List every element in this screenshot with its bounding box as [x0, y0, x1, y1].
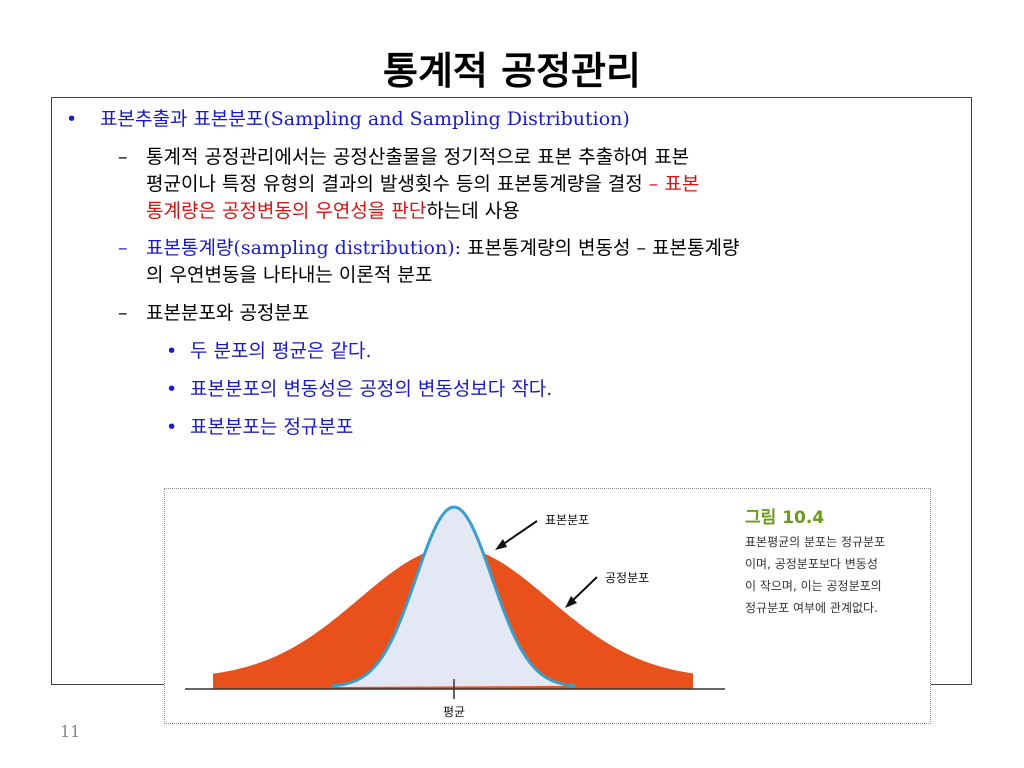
distribution-diagram [185, 505, 725, 699]
mean-label: 평균 [443, 705, 466, 719]
dash-marker: – [118, 146, 128, 168]
dash1-line3: 통계량은 공정변동의 우연성을 판단하는데 사용 [146, 198, 520, 224]
figure-caption-line: 정규분포 여부에 관계없다. [745, 601, 878, 615]
dash2-line2: 의 우연변동을 나타내는 이론적 분포 [146, 264, 433, 286]
figure-caption-line: 표본평균의 분포는 정규분포 [745, 535, 886, 549]
dash2-line1-blue: 표본통계량(sampling distribution): [146, 237, 462, 259]
sub-bullet-text: 표본분포의 변동성은 공정의 변동성보다 작다. [190, 378, 553, 400]
process-distribution-label: 공정분포 [605, 571, 650, 585]
sub-bullet-text: 표본분포는 정규분포 [190, 416, 354, 438]
sampling-distribution-curve [331, 505, 576, 688]
dash1-line1: 통계적 공정관리에서는 공정산출물을 정기적으로 표본 추출하여 표본 [146, 146, 690, 168]
figure-caption-line: 이 작으며, 이는 공정분포의 [745, 579, 882, 593]
dash1-line3-red: 통계량은 공정변동의 우연성을 판단 [146, 200, 427, 222]
sub-bullet-text: 두 분포의 평균은 같다. [190, 340, 372, 362]
dash1-line2-black: 평균이나 특정 유형의 결과의 발생횟수 등의 표본통계량을 결정 [146, 173, 649, 195]
process-arrowhead [565, 596, 577, 608]
dash1-line2-red: – 표본 [648, 173, 700, 195]
dash1-line3-black: 하는데 사용 [426, 200, 520, 222]
sub-bullet-marker: • [166, 340, 178, 362]
process-arrow [569, 576, 598, 604]
figure-caption-title: 그림 10.4 [745, 508, 825, 528]
sub-bullet-marker: • [166, 378, 178, 400]
dash1-line2: 평균이나 특정 유형의 결과의 발생횟수 등의 표본통계량을 결정 – 표본 [146, 171, 699, 197]
slide-title: 통계적 공정관리 [383, 48, 641, 93]
sampling-distribution-label: 표본분포 [545, 513, 590, 527]
dash3-text: 표본분포와 공정분포 [146, 302, 310, 324]
dash2-line1-black: 표본통계량의 변동성 – 표본통계량 [461, 237, 740, 259]
sub-bullet-marker: • [166, 416, 178, 438]
bullet-marker: • [66, 108, 78, 130]
dash-marker: – [118, 237, 128, 259]
sampling-arrow [498, 520, 538, 548]
bullet-heading: 표본추출과 표본분포(Sampling and Sampling Distrib… [100, 108, 630, 130]
dash-marker: – [118, 302, 128, 324]
sampling-arrowhead [495, 539, 507, 550]
page-number: 11 [60, 722, 81, 741]
dash2-line1: 표본통계량(sampling distribution): 표본통계량의 변동성… [146, 235, 739, 261]
distribution-figure: 표본분포 공정분포 평균 그림 10.4 표본평균의 분포는 정규분포 이며, … [164, 488, 931, 724]
figure-caption-line: 이며, 공정분포보다 변동성 [745, 557, 878, 571]
